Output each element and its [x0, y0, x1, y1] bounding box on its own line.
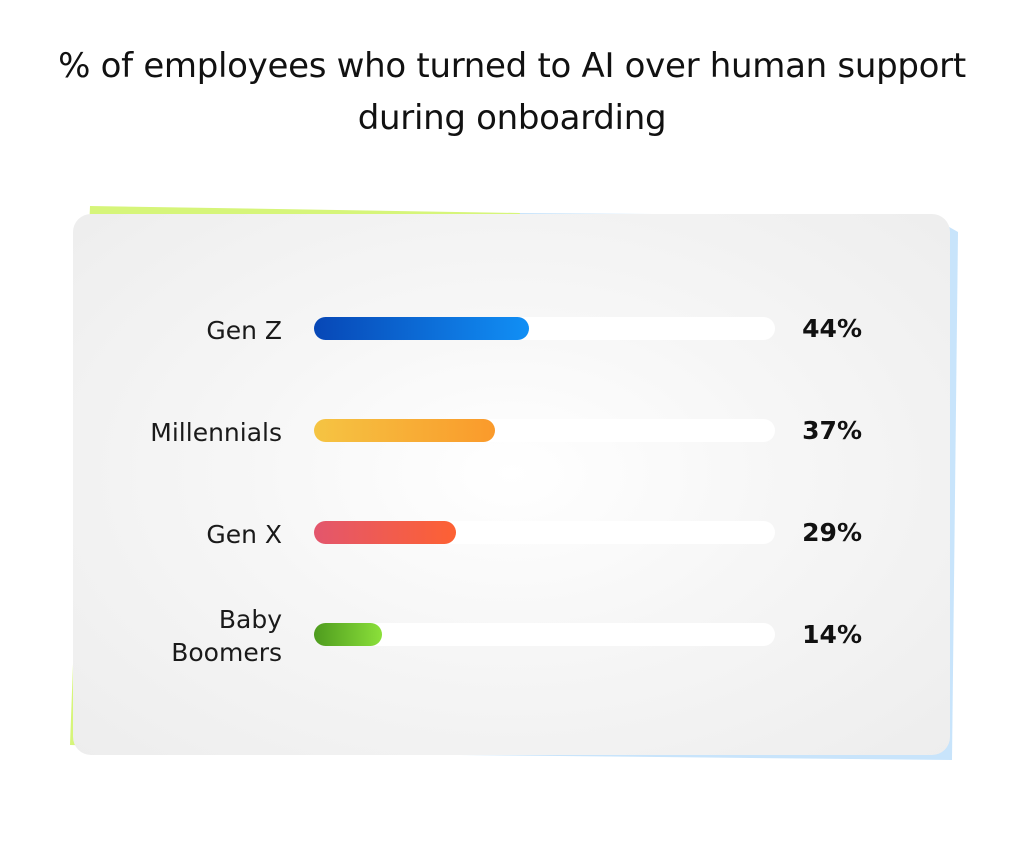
bar-gen-z [314, 317, 529, 340]
bar-baby-boomers [314, 623, 382, 646]
category-label-baby-boomers: Baby Boomers [82, 603, 282, 669]
category-label-line: Baby [218, 605, 282, 634]
bar-track-gen-x [314, 521, 775, 544]
bar-gen-x [314, 521, 456, 544]
chart-card [73, 214, 950, 755]
bar-track-gen-z [314, 317, 775, 340]
bar-track-baby-boomers [314, 623, 775, 646]
value-label-gen-z: 44% [802, 314, 862, 343]
category-label-millennials: Millennials [82, 416, 282, 449]
bar-track-millennials [314, 419, 775, 442]
category-label-line: Millennials [150, 417, 282, 447]
value-label-millennials: 37% [802, 416, 862, 445]
value-label-gen-x: 29% [802, 518, 862, 547]
category-label-line: Gen Z [206, 315, 282, 345]
category-label-gen-x: Gen X [82, 518, 282, 551]
category-label-line: Boomers [171, 638, 282, 667]
value-label-baby-boomers: 14% [802, 620, 862, 649]
category-label-line: Gen X [206, 519, 282, 549]
chart-title: % of employees who turned to AI over hum… [58, 46, 966, 138]
bar-millennials [314, 419, 495, 442]
category-label-gen-z: Gen Z [82, 314, 282, 347]
